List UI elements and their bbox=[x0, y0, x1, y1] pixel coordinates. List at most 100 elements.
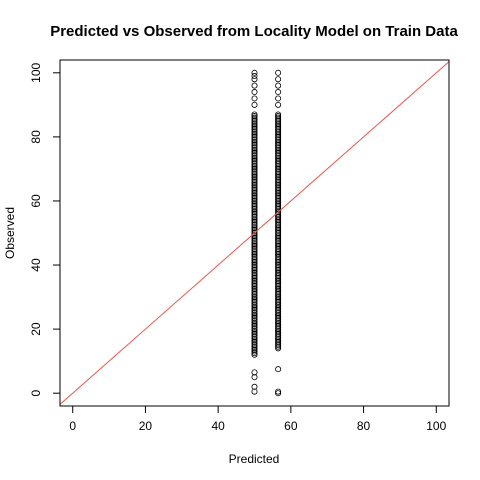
data-point bbox=[275, 153, 282, 160]
data-point bbox=[275, 113, 282, 120]
data-point bbox=[275, 258, 282, 265]
data-point bbox=[251, 73, 258, 80]
data-point bbox=[275, 249, 282, 256]
reference-line bbox=[59, 61, 450, 405]
y-tick-label: 0 bbox=[29, 390, 43, 397]
data-point bbox=[251, 282, 258, 289]
data-point bbox=[251, 268, 258, 275]
data-point bbox=[251, 188, 258, 195]
data-point bbox=[251, 207, 258, 214]
data-point bbox=[251, 197, 258, 204]
data-point bbox=[275, 154, 282, 161]
data-point bbox=[251, 127, 258, 134]
data-point bbox=[251, 137, 258, 144]
data-point bbox=[251, 231, 258, 238]
data-point bbox=[275, 311, 282, 318]
data-point bbox=[251, 170, 258, 177]
data-point bbox=[275, 95, 282, 102]
chart-title: Predicted vs Observed from Locality Mode… bbox=[50, 23, 458, 40]
data-point bbox=[275, 390, 282, 397]
data-point bbox=[251, 95, 258, 102]
data-point bbox=[251, 82, 258, 89]
data-point bbox=[251, 101, 258, 108]
data-point bbox=[275, 233, 282, 240]
data-point bbox=[275, 268, 282, 275]
data-point bbox=[251, 369, 258, 376]
y-tick-label: 40 bbox=[29, 258, 43, 272]
data-point bbox=[251, 69, 258, 76]
data-point bbox=[251, 225, 258, 232]
data-point bbox=[251, 215, 258, 222]
data-point bbox=[251, 199, 258, 206]
data-point bbox=[251, 383, 258, 390]
data-point bbox=[251, 153, 258, 160]
x-tick-label: 60 bbox=[284, 419, 298, 433]
data-point bbox=[275, 135, 282, 142]
data-point bbox=[275, 388, 282, 395]
data-point bbox=[275, 196, 282, 203]
data-point bbox=[275, 242, 282, 249]
data-point bbox=[251, 113, 258, 120]
data-point bbox=[251, 326, 258, 333]
data-point bbox=[251, 242, 258, 249]
data-point bbox=[275, 308, 282, 315]
x-tick-label: 0 bbox=[69, 419, 76, 433]
data-point bbox=[275, 326, 282, 333]
data-point bbox=[275, 76, 282, 83]
data-point bbox=[251, 284, 258, 291]
data-point bbox=[251, 146, 258, 153]
data-point bbox=[275, 241, 282, 248]
data-point bbox=[251, 335, 258, 342]
x-tick-label: 100 bbox=[426, 419, 446, 433]
series-2 bbox=[275, 69, 282, 397]
data-point bbox=[275, 199, 282, 206]
data-point bbox=[275, 164, 282, 171]
data-point bbox=[275, 188, 282, 195]
data-point bbox=[275, 310, 282, 317]
data-point bbox=[275, 114, 282, 121]
reference-line-layer bbox=[59, 61, 450, 405]
y-tick-label: 60 bbox=[29, 194, 43, 208]
data-point bbox=[275, 146, 282, 153]
data-point bbox=[251, 129, 258, 136]
data-point bbox=[251, 250, 258, 257]
data-point bbox=[275, 231, 282, 238]
data-point bbox=[251, 249, 258, 256]
data-point bbox=[251, 178, 258, 185]
data-point bbox=[275, 101, 282, 108]
x-axis: 0 20 40 60 80 100 bbox=[69, 405, 447, 433]
data-point bbox=[251, 111, 258, 118]
data-point bbox=[251, 311, 258, 318]
data-point bbox=[251, 286, 258, 293]
data-point bbox=[275, 172, 282, 179]
data-point bbox=[251, 292, 258, 299]
data-point bbox=[251, 266, 258, 273]
data-point bbox=[275, 265, 282, 272]
data-point bbox=[275, 127, 282, 134]
data-points bbox=[251, 69, 282, 397]
y-axis-label: Observed bbox=[3, 207, 17, 259]
data-point bbox=[275, 156, 282, 163]
data-point bbox=[251, 265, 258, 272]
data-point bbox=[275, 284, 282, 291]
data-point bbox=[251, 156, 258, 163]
data-point bbox=[251, 223, 258, 230]
data-point bbox=[275, 329, 282, 336]
data-point bbox=[251, 329, 258, 336]
data-point bbox=[275, 239, 282, 246]
data-point bbox=[275, 170, 282, 177]
data-point bbox=[275, 223, 282, 230]
data-point bbox=[275, 250, 282, 257]
data-point bbox=[251, 213, 258, 220]
data-point bbox=[251, 189, 258, 196]
x-tick-label: 40 bbox=[211, 419, 225, 433]
data-point bbox=[251, 345, 258, 352]
y-tick-label: 20 bbox=[29, 322, 43, 336]
data-point bbox=[251, 258, 258, 265]
y-axis: 0 20 40 60 80 100 bbox=[29, 62, 61, 397]
data-point bbox=[275, 207, 282, 214]
data-point bbox=[275, 215, 282, 222]
data-point bbox=[275, 69, 282, 76]
data-point bbox=[251, 241, 258, 248]
